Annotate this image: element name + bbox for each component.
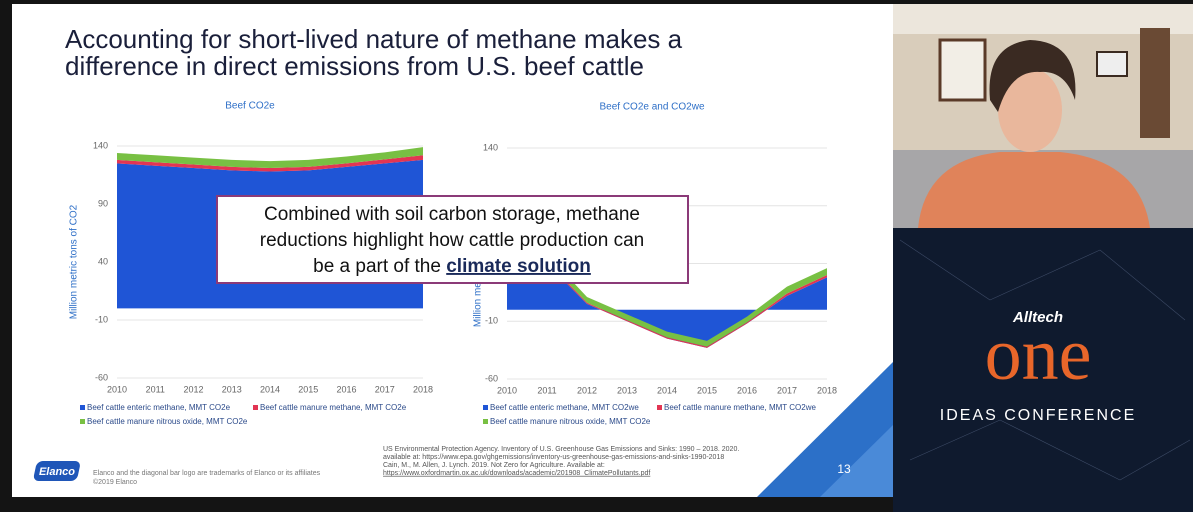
y-tick-label: -60 [95,372,108,382]
x-tick-label: 2012 [577,385,597,395]
callout-emphasis: climate solution [446,256,591,277]
page-number: 13 [837,462,851,476]
chart-title: Beef CO2e [225,101,275,112]
x-tick-label: 2018 [413,384,433,394]
legend-label: Beef cattle manure methane, MMT CO2e [260,403,407,412]
legend-label: Beef cattle enteric methane, MMT CO2e [87,403,231,412]
callout-text: be a part of the [313,256,446,277]
legend-swatch [483,405,488,410]
x-tick-label: 2017 [375,384,395,394]
x-tick-label: 2014 [260,384,280,394]
window [938,38,987,102]
x-tick-label: 2010 [107,384,127,394]
x-tick-label: 2013 [617,385,637,395]
trademark: ©2019 Elanco [93,478,137,486]
x-tick-label: 2017 [777,385,797,395]
reference: available at: https://www.epa.gov/ghgemi… [383,454,724,461]
y-tick-label: -10 [95,314,108,324]
reference-link: https://www.oxfordmartin.ox.ac.uk/downlo… [383,470,650,477]
y-tick-label: 140 [93,140,108,150]
legend-swatch [80,419,85,424]
brand: Alltech [1012,309,1063,326]
network-line [1099,249,1186,321]
face [998,68,1062,152]
network-line [899,239,991,301]
y-tick-label: -10 [485,316,498,326]
legend-label: Beef cattle manure nitrous oxide, MMT CO… [87,417,248,426]
x-tick-label: 2011 [146,384,165,394]
legend-swatch [657,405,662,410]
logo: Elanco [39,466,75,478]
logo-badge [33,461,80,481]
reference: US Environmental Protection Agency. Inve… [383,446,739,453]
chart-title: Beef CO2e and CO2we [599,102,704,113]
x-tick-label: 2016 [336,384,356,394]
x-tick-label: 2016 [737,385,757,395]
callout-text: Combined with soil carbon storage, metha… [264,204,640,225]
legend-swatch [483,419,488,424]
callout-text: be a part of the climate solution [313,256,591,277]
x-tick-label: 2018 [817,385,837,395]
slide-title: difference in direct emissions from U.S.… [65,51,644,81]
legend-label: Beef cattle enteric methane, MMT CO2we [490,403,639,412]
tagline: IDEAS CONFERENCE [940,407,1136,424]
area [507,231,827,347]
webcam [893,4,1193,228]
callout: Combined with soil carbon storage, metha… [216,195,689,284]
area [117,147,423,169]
y-tick-label: -60 [485,373,498,383]
network-line [1119,439,1191,481]
legend-label: Beef cattle manure methane, MMT CO2we [664,403,816,412]
conference-panel: Alltech one IDEAS CONFERENCE [893,228,1193,512]
legend-swatch [80,405,85,410]
picture-frame [1096,51,1128,77]
slide-title: Accounting for short-lived nature of met… [65,24,683,54]
x-tick-label: 2015 [697,385,717,395]
callout-text: reductions highlight how cattle producti… [260,230,644,251]
network-line [999,419,1121,481]
y-tick-label: 40 [98,256,108,266]
x-tick-label: 2012 [183,384,203,394]
x-tick-label: 2015 [298,384,318,394]
door [1140,28,1170,138]
x-tick-label: 2010 [497,385,517,395]
legend-swatch [253,405,258,410]
reference: Cain, M., M. Allen, J. Lynch. 2019. Not … [383,462,605,469]
area [117,155,423,172]
x-tick-label: 2011 [537,385,556,395]
network-line [989,249,1101,301]
shirt [918,152,1150,228]
y-tick-label: 140 [483,142,498,152]
x-tick-label: 2013 [222,384,242,394]
hair [989,40,1076,112]
x-tick-label: 2014 [657,385,677,395]
callout-box [216,195,689,284]
y-tick-label: 90 [98,198,108,208]
legend-label: Beef cattle manure nitrous oxide, MMT CO… [490,417,651,426]
y-axis-label: Million metric tons of CO2 [69,204,80,319]
trademark: Elanco and the diagonal bar logo are tra… [93,470,321,477]
panel-bg [893,228,1193,512]
conference-name: one [985,314,1092,396]
network-line [909,419,1001,461]
slide-corner-light [820,425,893,497]
